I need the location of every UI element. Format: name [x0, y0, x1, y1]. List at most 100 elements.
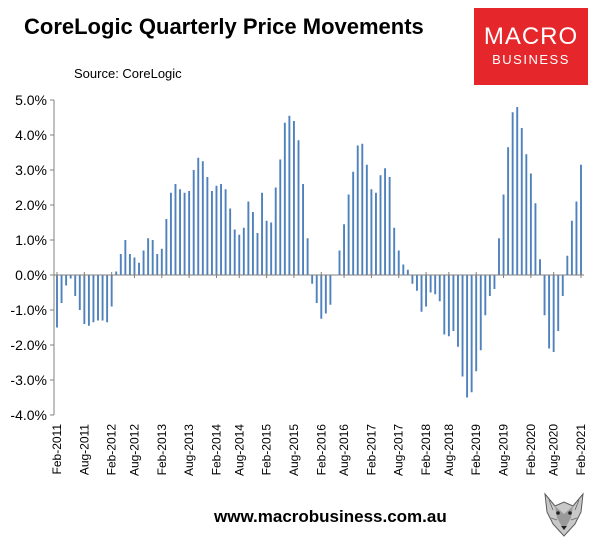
- bar: [397, 250, 400, 275]
- bar: [56, 275, 58, 328]
- bar: [566, 255, 569, 275]
- bar: [338, 250, 341, 275]
- bar: [261, 192, 263, 275]
- x-tick-label: Aug-2013: [182, 424, 196, 476]
- bar: [402, 264, 405, 275]
- bar: [365, 164, 368, 275]
- logo-text-macro: MACRO: [483, 23, 579, 50]
- bar: [110, 275, 113, 307]
- bar: [156, 254, 159, 275]
- x-axis-labels: Feb-2011 Aug-2011 Feb-2012 Aug-2012 Feb-2013…: [50, 424, 588, 476]
- bar: [452, 275, 455, 331]
- bar: [297, 140, 300, 275]
- bar: [256, 233, 259, 275]
- bar: [520, 128, 523, 275]
- y-tick-label: 5.0%: [15, 92, 47, 108]
- bar: [356, 145, 359, 275]
- bar: [384, 168, 387, 275]
- bar: [543, 275, 546, 316]
- x-tick-label: Aug-2017: [392, 424, 406, 476]
- source-note: Source: CoreLogic: [74, 66, 182, 81]
- bar-series: [56, 107, 582, 398]
- y-tick-label: 4.0%: [15, 127, 47, 143]
- bar: [329, 275, 332, 305]
- x-tick-label: Feb-2016: [314, 424, 328, 476]
- bar: [361, 143, 364, 275]
- bar: [580, 164, 582, 275]
- y-tick-label: -1.0%: [10, 302, 47, 318]
- bar: [347, 194, 350, 275]
- bar: [466, 275, 469, 398]
- bar: [188, 191, 191, 275]
- macrobusiness-logo: MACRO BUSINESS: [474, 8, 588, 85]
- x-tick-label: Feb-2013: [155, 424, 169, 476]
- bar: [411, 275, 414, 284]
- bar: [238, 234, 241, 275]
- bar: [97, 275, 99, 321]
- bar: [343, 224, 346, 275]
- bar: [201, 161, 204, 275]
- bar: [507, 147, 510, 275]
- bar: [561, 275, 564, 296]
- x-tick-label: Aug-2015: [287, 424, 301, 476]
- x-tick-label: Feb-2011: [50, 424, 64, 475]
- x-tick-label: Aug-2019: [497, 424, 511, 476]
- bar: [247, 201, 250, 275]
- y-tick-label: -2.0%: [10, 337, 47, 353]
- bar: [511, 112, 514, 275]
- y-tick-label: 3.0%: [15, 162, 47, 178]
- bar: [479, 275, 482, 351]
- x-tick-label: Aug-2016: [337, 424, 351, 476]
- bar: [206, 177, 209, 275]
- bar: [242, 227, 245, 275]
- bar: [183, 192, 186, 275]
- bar: [215, 185, 218, 275]
- x-tick-label: Feb-2019: [469, 424, 483, 476]
- bar: [502, 194, 505, 275]
- bar: [128, 254, 131, 275]
- bar: [165, 219, 168, 275]
- bar: [306, 238, 309, 275]
- bar: [302, 184, 304, 275]
- bar: [311, 275, 314, 284]
- bar: [192, 170, 195, 275]
- bar: [251, 212, 254, 275]
- bar: [315, 275, 318, 303]
- bar: [142, 250, 145, 275]
- bar: [406, 269, 409, 275]
- bar: [224, 189, 227, 275]
- chart-title: CoreLogic Quarterly Price Movements: [24, 14, 424, 39]
- bar: [124, 240, 127, 275]
- y-tick-label: -3.0%: [10, 372, 47, 388]
- bar: [498, 238, 500, 275]
- y-tick-label: 2.0%: [15, 197, 47, 213]
- bar: [151, 240, 154, 275]
- logo-text-business: BUSINESS: [492, 52, 570, 67]
- x-tick-label: Feb-2015: [260, 424, 274, 476]
- bar: [197, 157, 200, 275]
- bar: [233, 229, 236, 275]
- x-tick-label: Feb-2021: [574, 424, 588, 476]
- bar: [575, 201, 578, 275]
- bar: [438, 275, 441, 302]
- bar: [443, 275, 446, 335]
- x-tick-label: Aug-2018: [442, 424, 456, 476]
- x-tick-label: Aug-2012: [127, 424, 141, 476]
- bar: [516, 107, 519, 275]
- bar: [169, 192, 172, 275]
- bar: [352, 171, 355, 275]
- bar: [115, 271, 118, 275]
- bar: [292, 121, 295, 275]
- bar: [375, 192, 377, 275]
- bar: [493, 275, 496, 289]
- bar: [548, 275, 551, 349]
- bar: [65, 275, 68, 286]
- x-tick-label: Feb-2020: [524, 424, 538, 476]
- bar: [106, 275, 109, 323]
- bar: [283, 122, 286, 275]
- bar: [138, 262, 140, 275]
- website-url: www.macrobusiness.com.au: [214, 507, 447, 526]
- bar: [484, 275, 487, 316]
- bar: [388, 177, 391, 275]
